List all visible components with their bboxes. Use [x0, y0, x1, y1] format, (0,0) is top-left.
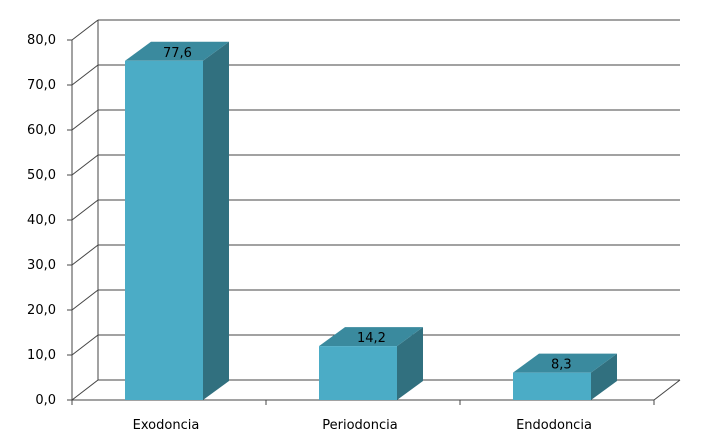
y-tick-label: 70,0 [27, 78, 56, 93]
y-tick-label: 20,0 [27, 303, 56, 318]
bar-top [513, 353, 617, 373]
gridline-side [71, 289, 99, 311]
bar-front [513, 372, 591, 400]
bar-top [319, 327, 423, 347]
data-label: 14,2 [357, 331, 386, 346]
y-tick-label: 40,0 [27, 213, 56, 228]
data-label: 77,6 [163, 46, 192, 61]
bar-endodoncia [513, 353, 617, 400]
gridline-side [71, 64, 99, 86]
data-label: 8,3 [551, 358, 572, 373]
floor-edge [653, 379, 681, 401]
y-tick-label: 10,0 [27, 348, 56, 363]
bar-periodoncia [319, 327, 423, 400]
bar-top [125, 41, 229, 61]
data-labels: 77,6 14,2 8,3 [163, 46, 572, 373]
gridline-side [71, 19, 99, 41]
x-category-label: Periodoncia [322, 418, 397, 433]
x-category-label: Exodoncia [133, 418, 200, 433]
bar-side [591, 353, 617, 400]
gridline-side [71, 154, 99, 176]
bar-side [203, 41, 229, 401]
gridline-side [71, 379, 99, 401]
gridline-side [71, 334, 99, 356]
bars [125, 41, 617, 401]
y-tick-label: 60,0 [27, 123, 56, 138]
y-tick-label: 30,0 [27, 258, 56, 273]
bar-front [319, 346, 397, 400]
bar-front [125, 60, 203, 401]
y-axis-ticks: 0,0 10,0 20,0 30,0 40,0 50,0 60,0 70,0 80,0 [27, 33, 72, 408]
bar-side [397, 327, 423, 400]
gridline-side [71, 199, 99, 221]
y-tick-label: 80,0 [27, 33, 56, 48]
gridline-side [71, 109, 99, 131]
y-tick-label: 50,0 [27, 168, 56, 183]
x-category-label: Endodoncia [516, 418, 592, 433]
x-axis-labels: Exodoncia Periodoncia Endodoncia [133, 418, 592, 433]
y-tick-label: 0,0 [35, 393, 56, 408]
bar-exodoncia [125, 41, 229, 401]
gridline-side [71, 244, 99, 266]
